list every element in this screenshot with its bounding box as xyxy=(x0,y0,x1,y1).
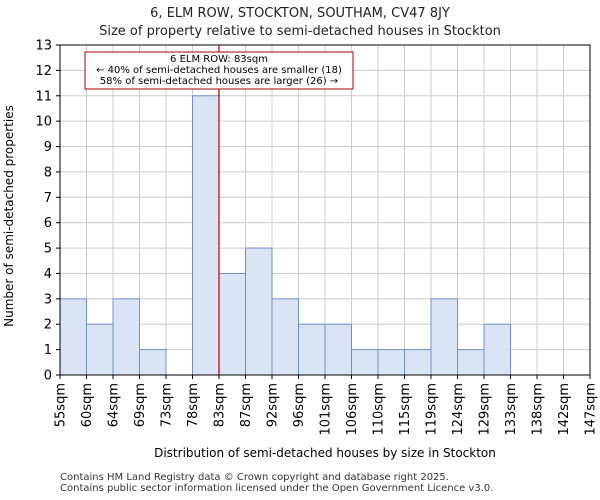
x-tick-label: 124sqm xyxy=(451,383,466,436)
bars-layer xyxy=(59,95,511,376)
annotation-line-3: 58% of semi-detached houses are larger (… xyxy=(100,76,338,87)
histogram-bar xyxy=(192,95,220,376)
y-tick-label: 12 xyxy=(35,64,52,79)
x-tick-label: 55sqm xyxy=(54,383,69,427)
footer-copyright: Contains HM Land Registry data © Crown c… xyxy=(60,472,449,483)
x-tick-label: 69sqm xyxy=(133,383,148,427)
y-tick-label: 6 xyxy=(44,216,52,231)
histogram-bar xyxy=(483,323,511,376)
y-tick-label: 4 xyxy=(44,267,52,282)
y-tick-label: 8 xyxy=(44,165,52,180)
y-tick-label: 3 xyxy=(44,292,52,307)
y-tick-label: 9 xyxy=(44,140,52,155)
x-tick-label: 101sqm xyxy=(319,383,334,436)
x-tick-label: 142sqm xyxy=(557,383,572,436)
x-tick-label: 60sqm xyxy=(80,383,95,427)
x-tick-label: 87sqm xyxy=(239,383,254,427)
x-tick-label: 83sqm xyxy=(213,383,228,427)
histogram-bar xyxy=(298,323,326,376)
y-tick-label: 13 xyxy=(35,39,52,54)
x-tick-label: 64sqm xyxy=(107,383,122,427)
x-tick-label: 78sqm xyxy=(186,383,201,427)
chart-subtitle: Size of property relative to semi-detach… xyxy=(99,24,501,39)
histogram-bar xyxy=(404,349,432,376)
x-tick-label: 73sqm xyxy=(160,383,175,427)
y-tick-label: 0 xyxy=(44,369,52,384)
chart-title: 6, ELM ROW, STOCKTON, SOUTHAM, CV47 8JY xyxy=(150,6,450,21)
histogram-bar xyxy=(457,349,485,376)
annotation-line-2: ← 40% of semi-detached houses are smalle… xyxy=(96,65,342,76)
histogram-bar xyxy=(324,323,352,376)
x-tick-label: 92sqm xyxy=(266,383,281,427)
histogram-bar xyxy=(59,298,87,376)
histogram-bar xyxy=(271,298,299,376)
annotation-box: 6 ELM ROW: 83sqm ← 40% of semi-detached … xyxy=(84,51,354,90)
x-tick-label: 147sqm xyxy=(584,383,599,436)
annotation-line-1: 6 ELM ROW: 83sqm xyxy=(170,54,268,65)
x-tick-label: 106sqm xyxy=(345,383,360,436)
x-tick-label: 115sqm xyxy=(398,383,413,436)
histogram-bar xyxy=(139,349,167,376)
histogram-bar xyxy=(245,247,273,376)
x-axis: 55sqm 60sqm 64sqm 69sqm 73sqm 78sqm 83sqm 87sqm… xyxy=(54,375,599,436)
y-tick-label: 5 xyxy=(44,242,52,257)
histogram-bar xyxy=(430,298,458,376)
histogram-bar xyxy=(351,349,379,376)
x-tick-label: 133sqm xyxy=(504,383,519,436)
x-axis-label: Distribution of semi-detached houses by … xyxy=(154,446,496,460)
histogram-bar xyxy=(218,272,246,376)
x-tick-label: 110sqm xyxy=(372,383,387,436)
x-tick-label: 138sqm xyxy=(531,383,546,436)
histogram-bar xyxy=(112,298,140,376)
x-tick-label: 96sqm xyxy=(292,383,307,427)
y-tick-label: 10 xyxy=(35,115,52,130)
y-axis-label: Number of semi-detached properties xyxy=(2,105,16,327)
x-tick-label: 119sqm xyxy=(425,383,440,436)
y-tick-label: 2 xyxy=(44,318,52,333)
histogram-bar xyxy=(377,349,405,376)
x-tick-label: 129sqm xyxy=(478,383,493,436)
histogram-bar xyxy=(86,323,114,376)
y-tick-label: 11 xyxy=(35,89,52,104)
y-tick-label: 7 xyxy=(44,191,52,206)
y-tick-label: 1 xyxy=(44,343,52,358)
footer-licence: Contains public sector information licen… xyxy=(60,483,494,494)
